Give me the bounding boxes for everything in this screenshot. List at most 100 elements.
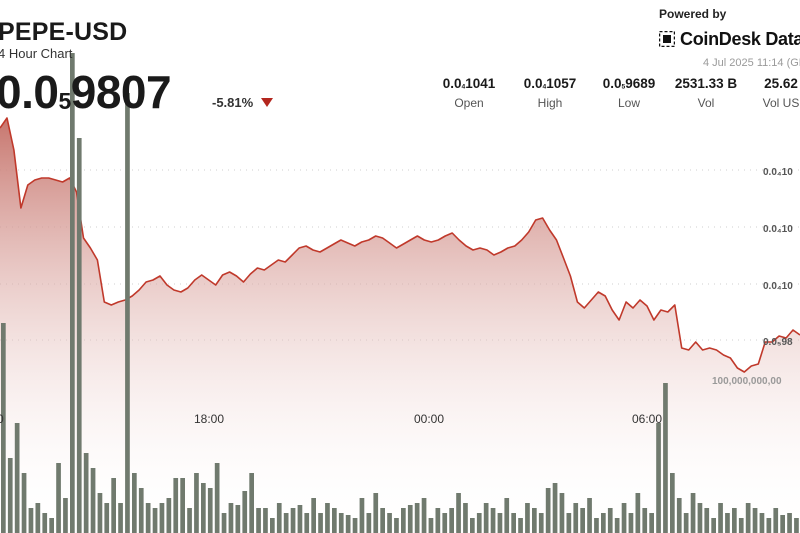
volume-bar	[773, 508, 779, 533]
volume-bar	[166, 498, 172, 533]
volume-bar	[104, 503, 110, 533]
price-main: 0.0	[0, 66, 59, 118]
volume-bar	[90, 468, 96, 533]
stat-vol-usd: 25.62 Vol US	[736, 76, 800, 110]
volume-bar	[490, 508, 496, 533]
volume-bar	[780, 515, 785, 533]
volume-bar	[152, 508, 158, 533]
stat-open-label: Open	[454, 96, 484, 110]
stat-vol-label: Vol	[697, 96, 715, 110]
x-tick-label: 00:00	[414, 412, 444, 426]
volume-bar	[256, 508, 261, 533]
stat-vol-usd-label: Vol US	[762, 96, 800, 110]
volume-bar	[290, 508, 296, 533]
volume-bar	[228, 503, 234, 533]
volume-bar	[35, 503, 41, 533]
volume-bar	[697, 503, 703, 533]
volume-bar	[407, 505, 413, 533]
volume-bar	[70, 53, 75, 533]
volume-bar	[194, 473, 199, 533]
brand-name: CoinDesk Data	[680, 28, 800, 49]
stat-vol-usd-value: 25.62	[764, 76, 798, 91]
volume-bar	[794, 518, 799, 533]
volume-bar	[442, 513, 448, 533]
volume-bar	[311, 498, 316, 533]
volume-bar	[428, 518, 434, 533]
volume-bar	[49, 518, 54, 533]
timestamp: 4 Jul 2025 11:14 (GMT	[703, 57, 800, 69]
volume-bar	[614, 518, 620, 533]
volume-bar	[180, 478, 185, 533]
volume-bar	[745, 503, 751, 533]
volume-bar	[187, 508, 192, 533]
volume-bar	[1, 323, 6, 533]
brand-logo[interactable]: CoinDesk Data	[659, 28, 800, 50]
volume-bar	[518, 518, 523, 533]
volume-bar	[566, 513, 572, 533]
volume-bar	[338, 513, 344, 533]
volume-bar	[497, 513, 503, 533]
volume-bar	[14, 423, 20, 533]
volume-bar	[21, 473, 27, 533]
y-tick-label: 0.0₄10	[763, 167, 793, 178]
price-change: -5.81%	[212, 95, 254, 110]
volume-bar	[207, 488, 213, 533]
price-tail: 9807	[70, 66, 172, 118]
y-tick-label: 0.0₄10	[763, 281, 793, 292]
volume-bar	[132, 473, 137, 533]
volume-bar	[718, 503, 723, 533]
volume-bar	[394, 518, 399, 533]
volume-bar	[138, 488, 144, 533]
volume-bar	[83, 453, 89, 533]
volume-bar	[201, 483, 206, 533]
stat-low: 0.059689 Low	[584, 76, 674, 110]
volume-bar	[476, 513, 482, 533]
volume-bar	[594, 518, 599, 533]
volume-bar	[352, 518, 358, 533]
coindesk-square-icon	[659, 31, 675, 47]
volume-bar	[711, 518, 716, 533]
volume-bar	[118, 503, 123, 533]
volume-bar	[525, 503, 530, 533]
chart-subtitle: 4 Hour Chart	[0, 46, 73, 61]
volume-bar	[366, 513, 372, 533]
volume-scale-label: 100,000,000,00	[712, 376, 782, 387]
volume-bar	[145, 503, 151, 533]
volume-bar	[111, 478, 116, 533]
volume-bar	[628, 513, 634, 533]
volume-bar	[787, 513, 792, 533]
volume-bar	[725, 513, 730, 533]
volume-bars	[1, 53, 799, 533]
volume-bar	[580, 508, 585, 533]
volume-bar	[297, 505, 303, 533]
volume-bar	[670, 473, 675, 533]
volume-bar	[242, 491, 248, 533]
volume-bar	[173, 478, 179, 533]
volume-bar	[125, 93, 130, 533]
powered-by-label: Powered by	[659, 7, 727, 21]
volume-bar	[470, 518, 475, 533]
stat-vol: 2531.33 B Vol	[661, 76, 751, 110]
volume-bar	[304, 513, 310, 533]
volume-bar	[449, 508, 454, 533]
volume-bar	[456, 493, 461, 533]
volume-bar	[276, 503, 282, 533]
volume-bar	[373, 493, 379, 533]
volume-bar	[56, 463, 61, 533]
volume-bar	[221, 513, 227, 533]
volume-bar	[621, 503, 627, 533]
volume-bar	[421, 498, 427, 533]
volume-bar	[532, 508, 537, 533]
volume-bar	[380, 508, 385, 533]
volume-bar	[325, 503, 330, 533]
stat-vol-value: 2531.33 B	[674, 76, 738, 91]
volume-bar	[738, 518, 744, 533]
volume-bar	[732, 508, 737, 533]
volume-bar	[263, 508, 268, 533]
volume-bar	[766, 518, 772, 533]
volume-bar	[504, 498, 510, 533]
volume-bar	[7, 458, 13, 533]
volume-bar	[752, 508, 758, 533]
volume-bar	[63, 498, 68, 533]
